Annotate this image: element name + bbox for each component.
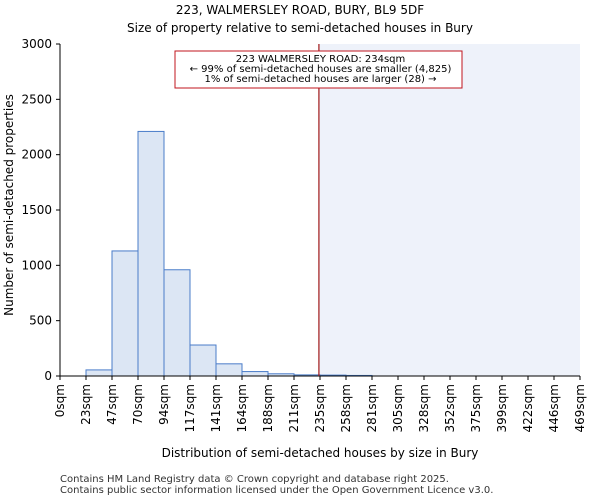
histogram-bar bbox=[189, 344, 217, 377]
footer-copyright: Contains HM Land Registry data © Crown c… bbox=[60, 474, 449, 485]
x-tick-label: 469sqm bbox=[573, 384, 587, 432]
histogram-bar bbox=[215, 363, 243, 377]
x-tick-label: 94sqm bbox=[157, 384, 171, 425]
x-tick-label: 117sqm bbox=[183, 384, 197, 432]
x-tick-label: 70sqm bbox=[131, 384, 145, 425]
x-tick-label: 281sqm bbox=[365, 384, 379, 432]
y-tick-label: 2000 bbox=[21, 148, 52, 162]
x-tick-label: 141sqm bbox=[209, 384, 223, 432]
y-tick-label: 3000 bbox=[21, 37, 52, 51]
x-tick-label: 352sqm bbox=[443, 384, 457, 432]
histogram-bar bbox=[137, 130, 165, 377]
x-tick-label: 23sqm bbox=[79, 384, 93, 425]
annotation-line-1: 223 WALMERSLEY ROAD: 234sqm bbox=[236, 54, 406, 65]
x-tick-label: 0sqm bbox=[53, 384, 67, 417]
x-tick-label: 258sqm bbox=[339, 384, 353, 432]
histogram-bar bbox=[241, 371, 269, 377]
x-axis-label: Distribution of semi-detached houses by … bbox=[162, 446, 479, 460]
y-tick-label: 2500 bbox=[21, 92, 52, 106]
x-tick-label: 399sqm bbox=[495, 384, 509, 432]
x-tick-label: 211sqm bbox=[287, 384, 301, 432]
x-tick-label: 235sqm bbox=[313, 384, 327, 432]
footer-licence: Contains public sector information licen… bbox=[60, 485, 494, 496]
x-tick-label: 47sqm bbox=[105, 384, 119, 425]
chart-title-address: 223, WALMERSLEY ROAD, BURY, BL9 5DF bbox=[175, 3, 425, 17]
y-tick-label: 1500 bbox=[21, 203, 52, 217]
y-tick-label: 500 bbox=[29, 314, 52, 328]
histogram-bar bbox=[163, 269, 191, 377]
annotation-box bbox=[174, 50, 463, 89]
histogram-bar bbox=[111, 250, 139, 377]
x-tick-label: 188sqm bbox=[261, 384, 275, 432]
x-tick-label: 375sqm bbox=[469, 384, 483, 432]
y-tick-label: 0 bbox=[44, 369, 52, 383]
histogram-bar bbox=[85, 369, 113, 377]
chart-title-subtitle: Size of property relative to semi-detach… bbox=[127, 21, 473, 35]
x-tick-label: 328sqm bbox=[417, 384, 431, 432]
annotation-line-2: ← 99% of semi-detached houses are smalle… bbox=[190, 64, 452, 75]
x-tick-label: 446sqm bbox=[547, 384, 561, 432]
y-tick-label: 1000 bbox=[21, 258, 52, 272]
x-tick-label: 422sqm bbox=[521, 384, 535, 432]
x-tick-label: 305sqm bbox=[391, 384, 405, 432]
x-tick-label: 164sqm bbox=[235, 384, 249, 432]
y-axis-label: Number of semi-detached properties bbox=[2, 94, 16, 316]
highlight-region bbox=[318, 44, 580, 376]
annotation-line-3: 1% of semi-detached houses are larger (2… bbox=[204, 74, 436, 85]
